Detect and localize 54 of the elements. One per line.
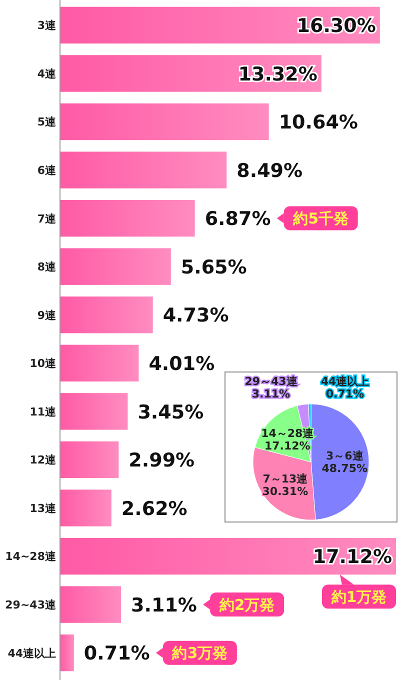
data-label: 17.12% — [264, 440, 310, 453]
y-tick-label: 12連 — [30, 454, 57, 467]
data-label: 2.62% — [121, 498, 188, 520]
data-label: 13.32% — [238, 63, 318, 86]
bar — [60, 152, 227, 188]
data-label: 0.71% — [326, 388, 364, 401]
bar — [60, 296, 153, 334]
annotation: 約2万発 — [218, 596, 275, 614]
data-label: 10.64% — [278, 112, 358, 134]
bar — [60, 441, 119, 478]
y-tick-label: 44連以上 — [8, 646, 56, 660]
y-tick-label: 4連 — [37, 67, 57, 80]
y-tick-label: 5連 — [37, 116, 57, 129]
y-tick-label: 29~43連 — [5, 598, 57, 612]
y-tick-label: 13連 — [30, 502, 57, 515]
y-tick-label: 8連 — [37, 260, 57, 274]
y-tick-label: 14~28連 — [5, 550, 57, 564]
bar — [60, 393, 128, 430]
slice-label: 7～13連 — [262, 472, 309, 486]
slice-label: 3～6連 — [326, 450, 364, 463]
y-tick-label: 10連 — [30, 357, 57, 370]
bar — [60, 248, 171, 285]
slice-label: 29～43連 — [244, 374, 298, 388]
bar — [60, 344, 139, 382]
data-label: 17.12% — [312, 546, 392, 568]
data-label: 2.99% — [128, 450, 195, 472]
y-tick-label: 6連 — [37, 164, 57, 177]
data-label: 4.01% — [148, 352, 215, 375]
slice-label: 44連以上 — [320, 374, 370, 388]
bar — [60, 103, 269, 140]
y-tick-label: 3連 — [37, 19, 57, 32]
bar — [60, 6, 380, 44]
data-label: 5.65% — [180, 256, 247, 278]
bar — [60, 634, 74, 672]
data-label: 16.30% — [296, 15, 376, 38]
bar — [60, 586, 122, 623]
bar — [60, 538, 396, 575]
data-label: 3.11% — [252, 388, 290, 401]
data-label: 30.31% — [262, 485, 308, 498]
annotation: 約5千発 — [292, 210, 349, 228]
data-label: 48.75% — [322, 462, 368, 476]
data-label: 3.45% — [138, 401, 204, 424]
data-label: 3.11% — [131, 594, 197, 616]
annotation: 約1万発 — [330, 588, 387, 606]
annotation: 約3万発 — [171, 644, 228, 662]
data-label: 6.87% — [204, 208, 271, 230]
bar — [60, 200, 195, 237]
bar — [60, 490, 112, 526]
data-label: 4.73% — [162, 304, 229, 327]
y-tick-label: 11連 — [30, 405, 57, 418]
y-tick-label: 7連 — [37, 212, 57, 226]
data-label: 0.71% — [84, 642, 150, 665]
data-label: 8.49% — [236, 160, 303, 182]
y-tick-label: 9連 — [37, 308, 57, 322]
